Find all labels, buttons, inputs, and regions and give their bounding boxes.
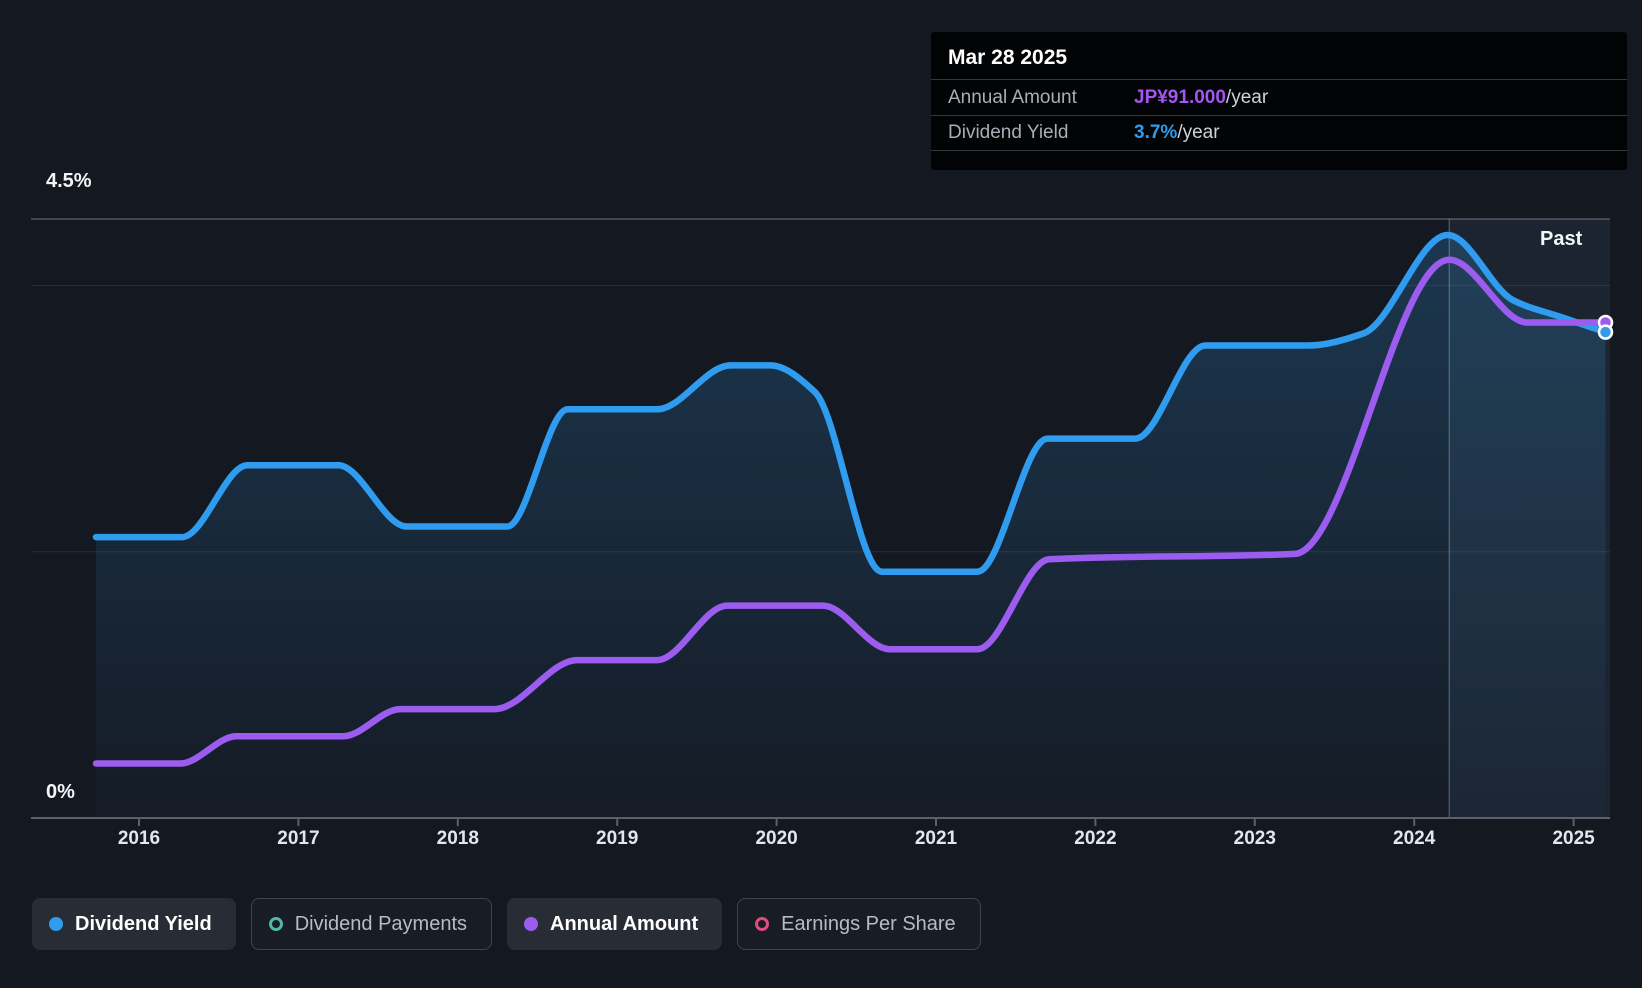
legend-item-annual-amount[interactable]: Annual Amount — [507, 898, 723, 950]
past-region-label: Past — [1540, 228, 1583, 250]
chart-tooltip: Mar 28 2025 Annual Amount JP¥91.000/year… — [931, 32, 1627, 170]
legend-item-label: Earnings Per Share — [781, 912, 956, 935]
x-axis-label-2019: 2019 — [596, 828, 639, 849]
dividend-yield-end-marker[interactable] — [1597, 324, 1614, 340]
x-axis-label-2025: 2025 — [1552, 828, 1595, 849]
tooltip-label-annual-amount: Annual Amount — [948, 86, 1077, 108]
tooltip-row-annual-amount: Annual Amount JP¥91.000/year — [931, 79, 1627, 115]
tooltip-value-dividend-yield: 3.7%/year — [1134, 122, 1220, 143]
past-year-highlight — [1449, 219, 1610, 818]
dividend-yield-area — [96, 235, 1606, 818]
tooltip-row-dividend-yield: Dividend Yield 3.7%/year — [931, 115, 1627, 151]
dividend-yield-line — [92, 231, 1609, 575]
legend-item-dividend-payments[interactable]: Dividend Payments — [250, 898, 493, 950]
tooltip-label-dividend-yield: Dividend Yield — [948, 122, 1069, 143]
x-axis-label-2021: 2021 — [914, 828, 958, 849]
x-axis-label-2020: 2020 — [755, 828, 798, 849]
legend-item-dividend-yield[interactable]: Dividend Yield — [32, 898, 236, 950]
annual-amount-line — [92, 256, 1609, 767]
tooltip-date: Mar 28 2025 — [948, 46, 1068, 69]
x-axis-label-2022: 2022 — [1074, 828, 1117, 849]
x-axis-label-2017: 2017 — [277, 828, 320, 849]
chart-legend: Dividend Yield Dividend Payments Annual Am… — [32, 898, 981, 950]
tooltip-value-annual-amount: JP¥91.000/year — [1134, 86, 1269, 108]
y-axis-label-max: 4.5% — [46, 170, 92, 192]
legend-item-label: Dividend Payments — [294, 912, 468, 935]
legend-item-earnings-per-share[interactable]: Earnings Per Share — [737, 898, 981, 950]
x-axis-label-2016: 2016 — [117, 828, 161, 849]
legend-dot-swatch — [524, 917, 539, 931]
y-axis-label-zero: 0% — [46, 781, 75, 803]
legend-item-label: Dividend Yield — [75, 912, 212, 935]
x-axis-label-2023: 2023 — [1233, 828, 1276, 849]
x-axis-label-2024: 2024 — [1393, 828, 1436, 849]
legend-ring-swatch — [268, 917, 283, 931]
legend-item-label: Annual Amount — [550, 912, 699, 935]
legend-ring-swatch — [755, 917, 770, 931]
x-axis-label-2018: 2018 — [436, 828, 479, 849]
legend-dot-swatch — [49, 917, 63, 931]
